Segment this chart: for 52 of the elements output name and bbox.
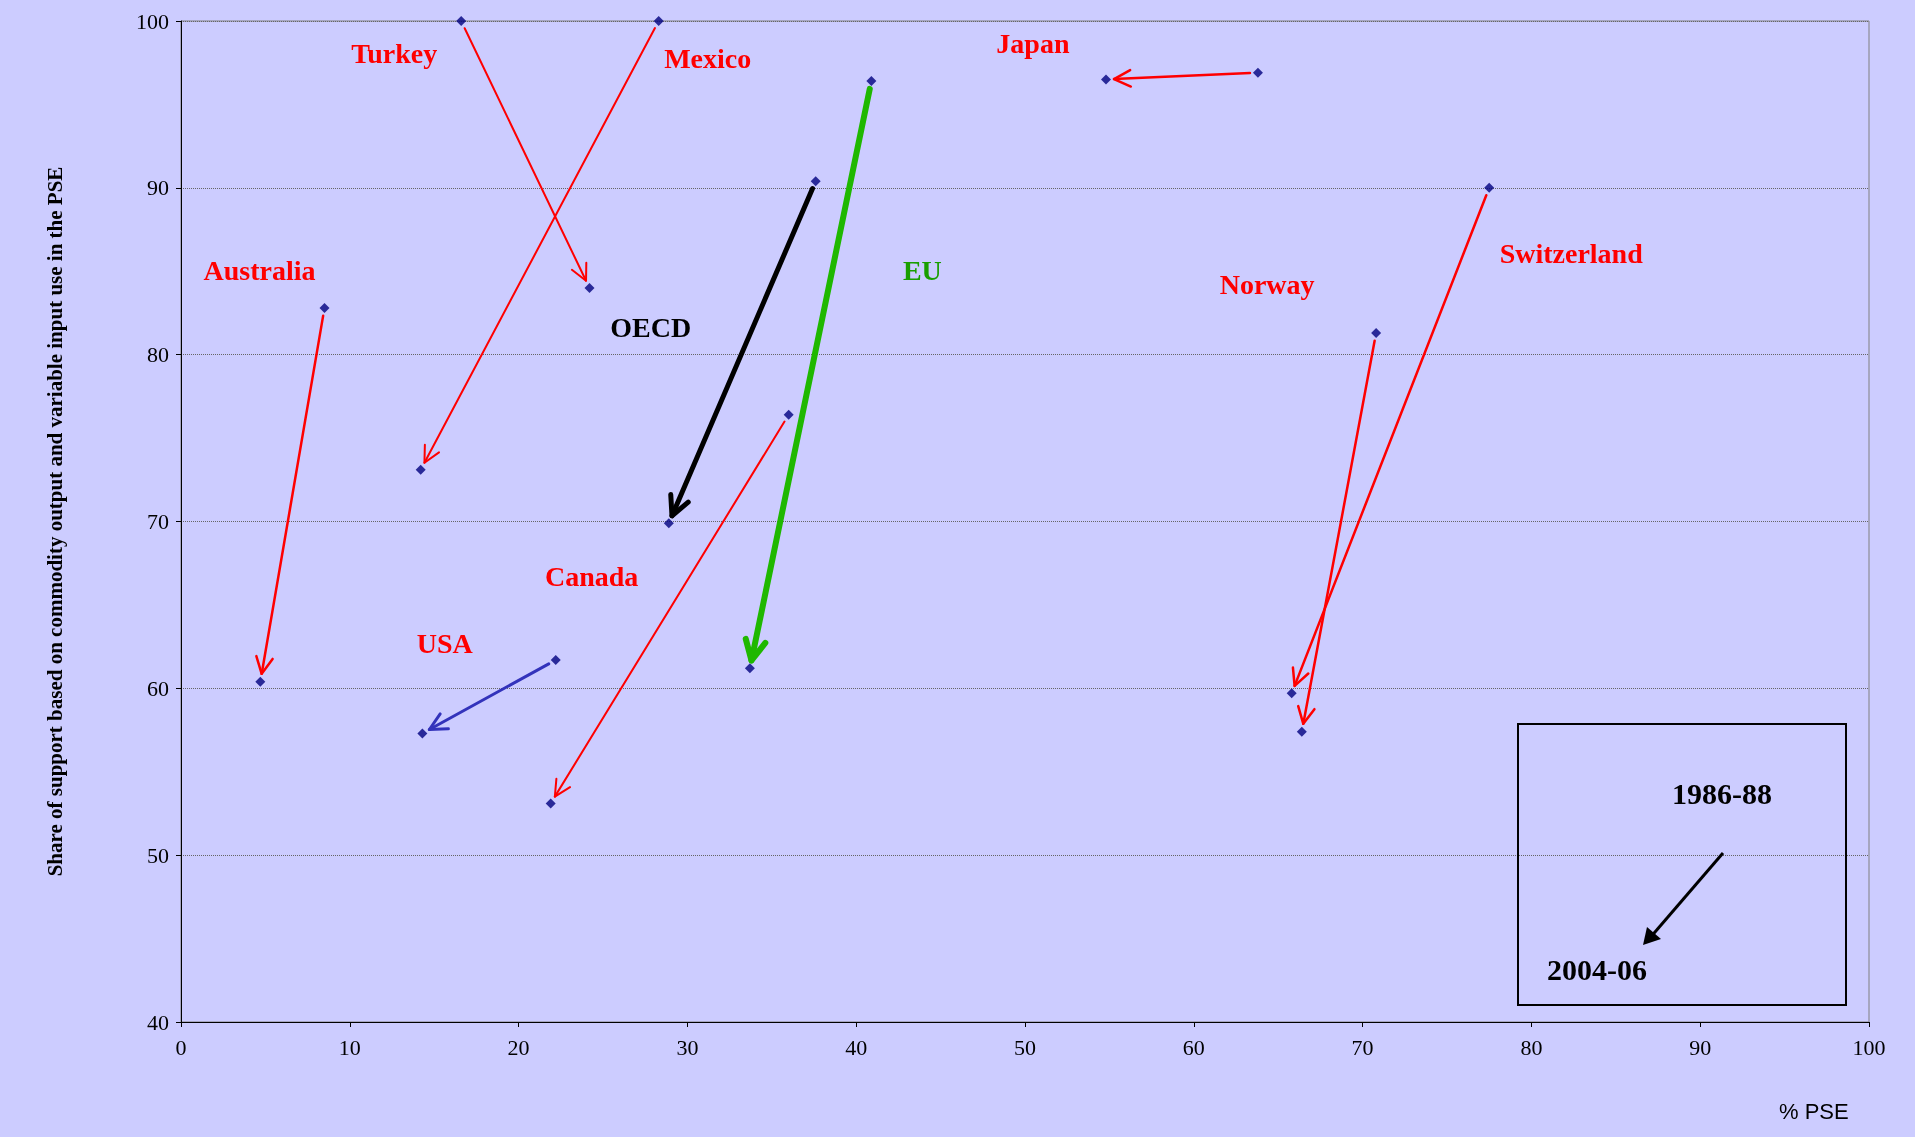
x-tick-label: 40 — [845, 1034, 868, 1060]
x-tick-label: 90 — [1689, 1034, 1712, 1060]
point — [1484, 182, 1495, 193]
y-tick-label: 70 — [147, 509, 169, 534]
point — [1252, 67, 1263, 78]
annotation: Australia — [203, 254, 316, 287]
point — [550, 654, 561, 665]
point — [663, 518, 674, 529]
x-tick-label: 10 — [338, 1034, 361, 1060]
annotation: EU — [902, 255, 942, 288]
point — [810, 176, 821, 187]
x-axis-title: % PSE — [1779, 1098, 1849, 1124]
annotation: 1986-88 — [1672, 777, 1772, 811]
x-tick-label: 50 — [1014, 1034, 1036, 1060]
point — [417, 728, 428, 739]
point — [255, 676, 266, 687]
y-tick-label: 60 — [147, 675, 169, 701]
point — [744, 663, 755, 674]
point — [456, 16, 467, 26]
annotation: USA — [416, 627, 473, 660]
point — [653, 16, 664, 26]
point — [545, 798, 556, 809]
annotation: 2004-06 — [1547, 953, 1647, 987]
annotation: Mexico — [664, 43, 752, 75]
y-tick-label: 40 — [147, 1009, 169, 1035]
point — [415, 464, 426, 475]
annotation: Switzerland — [1499, 237, 1643, 270]
point — [1286, 688, 1297, 699]
point — [319, 302, 330, 313]
y-tick-label: 50 — [147, 842, 169, 868]
x-tick-label: 100 — [1852, 1034, 1886, 1060]
y-tick-label: 100 — [136, 8, 169, 34]
y-axis-title: Share of support based on commodity output and variable input use in the PSE — [43, 166, 67, 877]
annotation: Japan — [996, 27, 1070, 60]
point — [866, 76, 877, 87]
annotation: OECD — [610, 312, 692, 345]
point — [783, 409, 794, 420]
point — [1101, 74, 1112, 85]
x-tick-label: 30 — [676, 1034, 699, 1060]
y-tick-label: 80 — [147, 342, 169, 368]
x-tick-label: 70 — [1351, 1034, 1374, 1060]
point — [1371, 327, 1382, 338]
x-tick-label: 60 — [1182, 1034, 1205, 1060]
y-tick-label: 90 — [147, 175, 169, 201]
x-tick-label: 80 — [1520, 1034, 1543, 1060]
annotation: Norway — [1219, 268, 1315, 301]
annotation: Canada — [544, 560, 639, 593]
annotation: Turkey — [351, 38, 438, 70]
x-tick-label: 20 — [507, 1034, 530, 1060]
point — [584, 282, 595, 293]
x-tick-label: 0 — [175, 1034, 187, 1060]
point — [1296, 726, 1307, 737]
